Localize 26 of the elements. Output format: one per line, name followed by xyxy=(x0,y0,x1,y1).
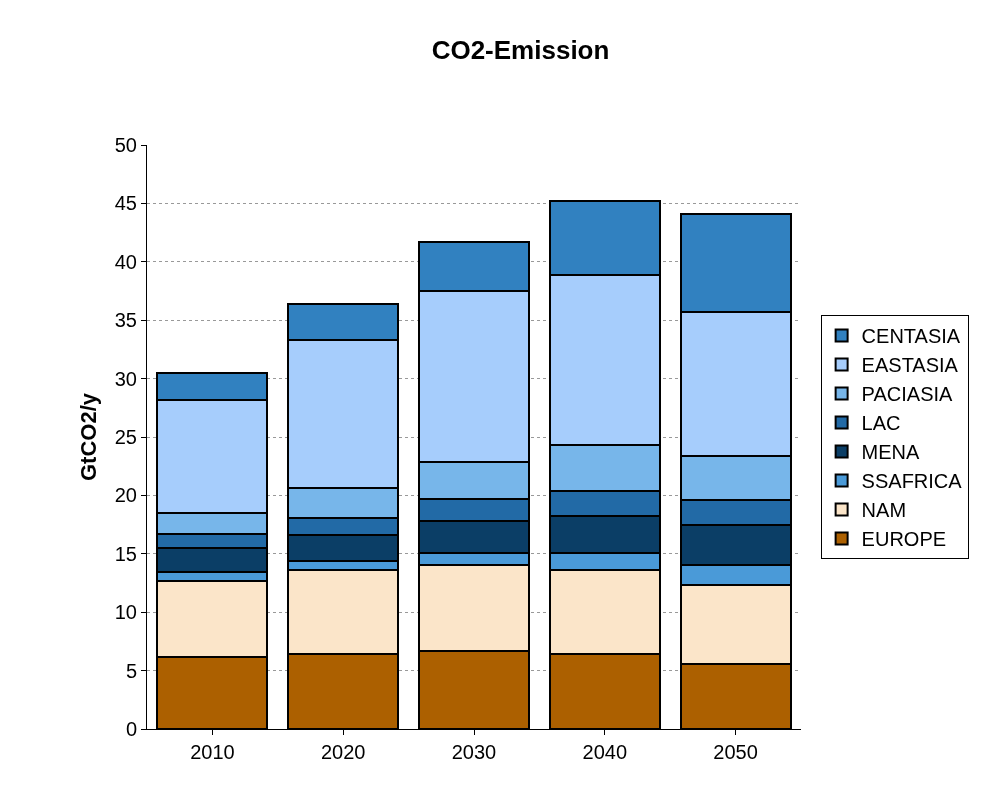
chart-title: CO2-Emission xyxy=(431,34,610,65)
x-tick-label: 2030 xyxy=(451,741,497,763)
y-tick-label: 20 xyxy=(114,484,137,507)
legend-label: EUROPE xyxy=(861,528,947,551)
y-tick-label: 50 xyxy=(114,134,137,156)
legend-label: NAM xyxy=(861,499,907,522)
legend-label: SSAFRICA xyxy=(861,470,963,493)
legend-label: CENTASIA xyxy=(861,325,961,348)
legend-label: LAC xyxy=(861,412,901,435)
y-axis-title: GtCO2/y xyxy=(75,392,101,482)
y-tick-label: 10 xyxy=(114,601,137,624)
y-tick-label: 45 xyxy=(114,192,137,215)
x-tick-label: 2050 xyxy=(713,741,758,763)
y-tick-label: 25 xyxy=(114,426,137,448)
y-tick-label: 35 xyxy=(114,309,137,332)
y-tick-label: 0 xyxy=(125,718,137,740)
y-tick-label: 30 xyxy=(114,367,137,390)
y-tick-label: 15 xyxy=(114,542,137,565)
y-tick-label: 5 xyxy=(125,659,137,682)
x-tick-label: 2020 xyxy=(320,741,366,763)
legend-label: PACIASIA xyxy=(861,383,954,406)
legend-label: MENA xyxy=(861,441,921,464)
y-tick-label: 40 xyxy=(114,250,137,273)
legend-label: EASTASIA xyxy=(861,354,959,377)
x-tick-label: 2040 xyxy=(582,741,628,763)
x-tick-label: 2010 xyxy=(190,741,235,763)
